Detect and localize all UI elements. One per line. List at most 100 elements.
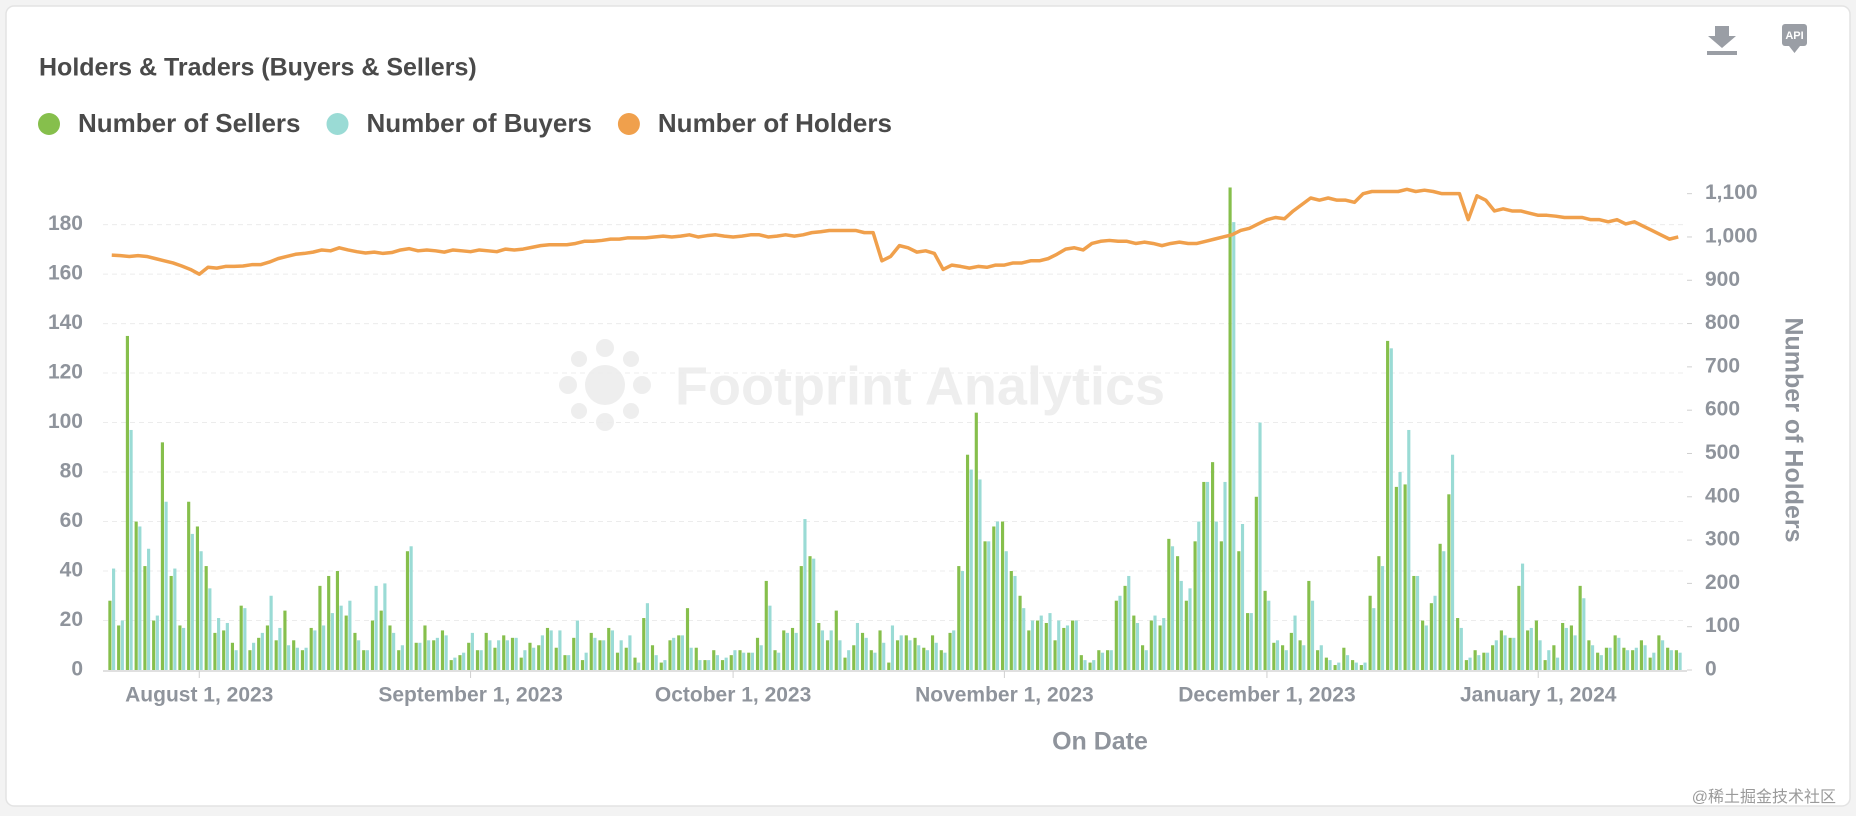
watermark: Footprint Analytics [675, 356, 1165, 416]
bar [470, 632, 474, 670]
bar [1289, 632, 1293, 670]
bar [1258, 422, 1262, 670]
x-tick-label: December 1, 2023 [1178, 684, 1355, 707]
bar [624, 647, 628, 670]
bar [1669, 650, 1673, 670]
bar [703, 660, 707, 670]
bar [567, 655, 571, 670]
bar [724, 657, 728, 670]
bar [1079, 655, 1083, 670]
bar [1272, 642, 1276, 670]
bar [1030, 620, 1035, 670]
y-tick-label: 40 [60, 559, 83, 582]
bar [1097, 650, 1101, 670]
bar [1141, 645, 1145, 670]
bar [1394, 486, 1398, 670]
bar [397, 650, 401, 670]
bar [1657, 635, 1661, 670]
bar [1380, 566, 1385, 670]
bar [1529, 627, 1533, 670]
bar [943, 652, 947, 670]
bar [265, 625, 270, 670]
bar [1372, 608, 1376, 670]
bar [1013, 575, 1017, 670]
bar [502, 635, 506, 670]
bar [269, 595, 273, 670]
bar [1039, 615, 1043, 670]
bar [283, 610, 287, 670]
bar [1053, 640, 1057, 670]
bar [1590, 645, 1595, 670]
download-button[interactable] [1702, 22, 1742, 58]
bar [864, 637, 868, 670]
bar [908, 640, 912, 670]
bar [1596, 652, 1600, 670]
bar [1639, 640, 1643, 670]
bar [808, 556, 812, 670]
bar [1149, 620, 1153, 670]
bar [1499, 630, 1503, 670]
y-tick-label: 0 [71, 658, 83, 681]
bar [1447, 494, 1451, 670]
bar [1389, 348, 1393, 670]
x-axis-title: On Date [1052, 728, 1148, 756]
bar [178, 625, 182, 670]
bar [1398, 472, 1402, 670]
bar [1254, 496, 1258, 670]
y2-tick-label: 600 [1705, 398, 1740, 421]
bar [558, 630, 562, 670]
bar [213, 632, 217, 670]
bar [1170, 546, 1175, 670]
bar [1587, 640, 1591, 670]
bar [182, 627, 186, 670]
bar [204, 566, 208, 670]
bar [860, 632, 865, 670]
bar [563, 655, 567, 670]
y2-tick-label: 200 [1705, 571, 1740, 594]
bar [1310, 600, 1315, 670]
bar [484, 632, 488, 670]
bar [327, 575, 331, 670]
legend-swatch [617, 113, 640, 135]
bar [584, 652, 588, 670]
y-tick-label: 100 [48, 410, 83, 433]
bar [1491, 645, 1495, 670]
bar [152, 620, 156, 670]
bar [1004, 551, 1008, 670]
bar [913, 637, 917, 670]
bar [1240, 524, 1245, 670]
bar [449, 660, 453, 670]
logo-petal [596, 413, 614, 431]
bar [607, 627, 611, 670]
bar [1552, 645, 1556, 670]
bar [1267, 600, 1271, 670]
bar [423, 625, 427, 670]
bar [138, 526, 142, 670]
y2-tick-label: 700 [1705, 354, 1740, 377]
bar [514, 637, 518, 670]
bar [505, 640, 509, 670]
api-icon[interactable] [1782, 24, 1807, 46]
bar [147, 548, 151, 670]
bar [1459, 627, 1463, 670]
bar [733, 650, 737, 670]
bar [1100, 652, 1105, 670]
bar [852, 645, 856, 670]
bar [1022, 608, 1026, 670]
bar [1386, 340, 1390, 670]
bar [1543, 660, 1547, 670]
bar [427, 640, 431, 670]
bar [1652, 652, 1656, 670]
bar [1666, 647, 1670, 670]
bar [1359, 665, 1363, 670]
bar [720, 660, 725, 670]
api-button[interactable]: API [1782, 24, 1807, 53]
bar [1564, 627, 1568, 670]
bar [939, 650, 943, 670]
bar [615, 652, 620, 670]
bar [199, 551, 203, 670]
bar [195, 526, 200, 670]
y2-tick-label: 300 [1705, 528, 1740, 551]
bar [1433, 595, 1437, 670]
bar [1298, 640, 1302, 670]
